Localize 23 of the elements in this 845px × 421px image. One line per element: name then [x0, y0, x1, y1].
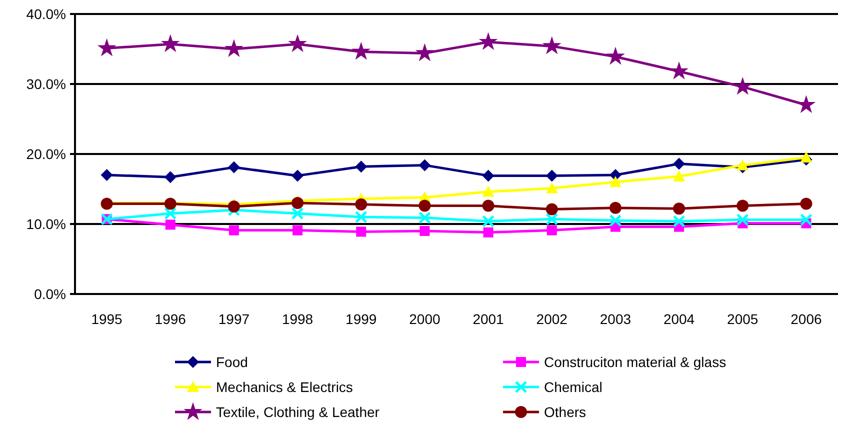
x-tick-label: 1996 — [154, 311, 186, 327]
legend-label: Mechanics & Electrics — [216, 378, 353, 395]
x-tick-label: 1995 — [91, 311, 123, 327]
x-tick-label: 2005 — [727, 311, 758, 327]
legend-label: Others — [544, 404, 586, 420]
y-tick-label: 30.0% — [26, 76, 66, 92]
x-tick-label: 2004 — [663, 311, 695, 327]
y-tick-label: 0.0% — [34, 286, 66, 302]
x-tick-label: 2003 — [600, 311, 632, 327]
legend-label: Food — [216, 354, 248, 370]
y-tick-label: 40.0% — [26, 6, 66, 22]
y-tick-label: 10.0% — [26, 216, 66, 232]
y-tick-label: 20.0% — [26, 146, 66, 162]
x-tick-label: 1999 — [346, 311, 377, 327]
x-tick-label: 2000 — [409, 311, 440, 327]
legend-label: Construciton material & glass — [544, 354, 726, 370]
legend-label: Chemical — [544, 378, 602, 395]
x-tick-label: 2002 — [536, 311, 568, 327]
legend-label: Textile, Clothing & Leather — [216, 404, 380, 420]
x-tick-label: 2006 — [790, 311, 822, 327]
x-tick-label: 1997 — [218, 311, 250, 327]
x-tick-label: 2001 — [472, 311, 504, 327]
x-tick-label: 1998 — [282, 311, 314, 327]
